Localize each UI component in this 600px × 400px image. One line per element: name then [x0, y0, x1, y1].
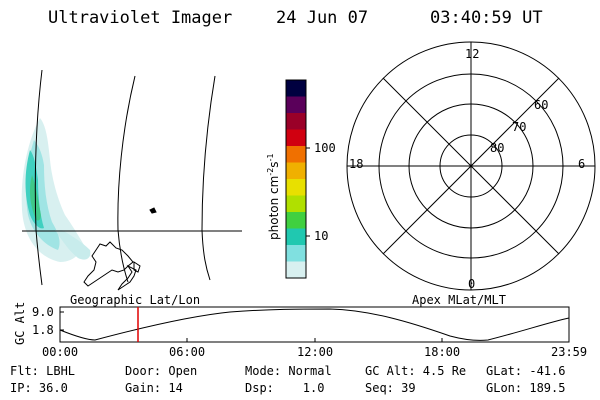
gc-alt-info: GC Alt: 4.5 Re: [365, 364, 467, 378]
polar-caption: Apex MLat/MLT: [412, 293, 506, 307]
lat-label-80: 80: [490, 141, 505, 155]
graticule: [22, 69, 242, 286]
glon-info: GLon: 189.5: [486, 381, 566, 395]
instrument-title: Ultraviolet Imager: [48, 8, 233, 28]
mlt-label-12: 12: [465, 47, 480, 61]
colorbar-band: [286, 129, 306, 147]
altitude-ytick-9: 9.0: [32, 305, 54, 319]
colorbar-tick-100: 100: [314, 141, 336, 155]
colorbar-band: [286, 162, 306, 180]
dsp-info: Dsp: 1.0: [245, 381, 325, 395]
colorbar-band: [286, 80, 306, 98]
xtick-1200: 12:00: [297, 345, 334, 359]
coastline: [83, 207, 157, 291]
colorbar-band: [286, 245, 306, 263]
seq-info: Seq: 39: [365, 381, 416, 395]
colorbar-band: [286, 261, 306, 279]
glat-info: GLat: -41.6: [486, 364, 566, 378]
xtick-1800: 18:00: [424, 345, 461, 359]
lat-label-70: 70: [512, 120, 527, 134]
uv-emission-region: [21, 118, 91, 262]
colorbar-band: [286, 228, 306, 246]
altitude-ytick-1-8: 1.8: [32, 323, 54, 337]
xtick-0600: 06:00: [169, 345, 206, 359]
colorbar-unit-label: photon cm-2s-1: [266, 153, 281, 240]
colorbar-band: [286, 146, 306, 164]
lat-label-60: 60: [534, 98, 549, 112]
gain-info: Gain: 14: [125, 381, 183, 395]
time-label: 03:40:59 UT: [430, 8, 543, 28]
mode-info: Mode: Normal: [245, 364, 332, 378]
altitude-plot: [59, 306, 570, 343]
colorbar-band: [286, 212, 306, 230]
colorbar-band: [286, 113, 306, 131]
polar-panel: [346, 41, 596, 291]
ip-info: IP: 36.0: [10, 381, 68, 395]
colorbar-tick-10: 10: [314, 229, 329, 243]
mlt-label-18: 18: [349, 157, 364, 171]
colorbar-band: [286, 195, 306, 213]
colorbar: [285, 79, 310, 279]
xtick-0000: 00:00: [42, 345, 79, 359]
filter-info: Flt: LBHL: [10, 364, 76, 378]
geographic-panel: [21, 69, 242, 291]
mlt-label-6: 6: [578, 157, 586, 171]
altitude-ylabel: GC Alt: [13, 301, 27, 345]
geographic-caption: Geographic Lat/Lon: [70, 293, 201, 307]
date-label: 24 Jun 07: [276, 8, 369, 28]
xtick-2359: 23:59: [551, 345, 588, 359]
colorbar-band: [286, 179, 306, 197]
door-info: Door: Open: [125, 364, 198, 378]
mlt-label-0: 0: [468, 277, 476, 291]
colorbar-band: [286, 96, 306, 114]
